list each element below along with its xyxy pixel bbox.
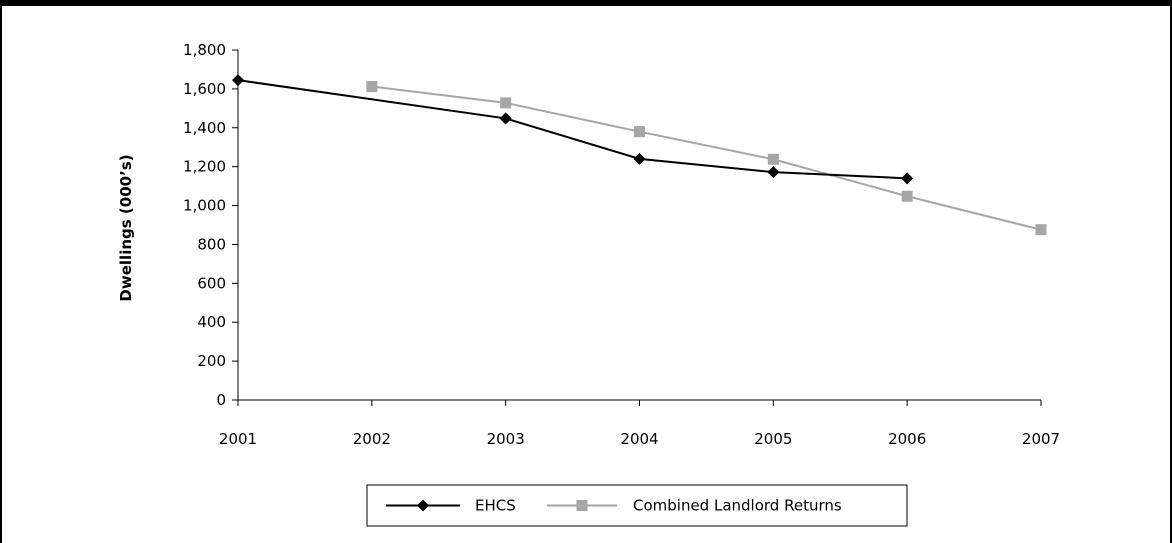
axes: 0 200 400 600 800 1,000 1,200 1,400 1,600 1,800 20…	[183, 41, 1060, 448]
legend-label-combined-landlord-returns: Combined Landlord Returns	[633, 497, 842, 515]
data-point-combined-landlord-returns	[366, 81, 378, 93]
y-tick-label: 1,200	[183, 158, 226, 176]
data-point-combined-landlord-returns	[767, 153, 779, 165]
y-tick-label: 200	[197, 352, 226, 370]
series-line-ehcs	[237, 79, 908, 180]
y-tick-label: 400	[197, 313, 226, 331]
data-point-ehcs	[499, 112, 512, 125]
y-tick-label: 1,400	[183, 119, 226, 137]
data-point-ehcs	[232, 74, 244, 87]
data-point-combined-landlord-returns	[634, 126, 645, 138]
x-tick-label: 2004	[620, 430, 658, 448]
y-tick-label: 0	[216, 391, 226, 409]
y-axis-title: Dwellings (000’s)	[117, 154, 135, 301]
legend-marker-combined-landlord-returns	[576, 500, 588, 511]
data-point-ehcs	[633, 152, 646, 165]
y-axis-title-group: Dwellings (000’s)	[117, 154, 135, 301]
legend-label-ehcs: EHCS	[475, 497, 516, 515]
data-point-combined-landlord-returns	[901, 190, 913, 202]
x-tick-label: 2006	[888, 430, 926, 448]
y-tick-label: 800	[197, 235, 226, 253]
data-point-combined-landlord-returns	[1035, 224, 1047, 236]
x-tick-label: 2001	[219, 430, 257, 448]
x-tick-label: 2007	[1022, 430, 1060, 448]
data-point-combined-landlord-returns	[500, 97, 512, 109]
y-tick-label: 1,600	[183, 80, 226, 98]
data-point-ehcs	[767, 166, 780, 179]
x-tick-label: 2005	[754, 430, 792, 448]
series-layer	[232, 74, 1047, 236]
legend-marker-ehcs	[417, 499, 429, 512]
y-tick-label: 1,000	[183, 197, 226, 215]
y-tick-label: 1,800	[183, 41, 226, 59]
legend: EHCS Combined Landlord Returns	[366, 484, 908, 527]
x-tick-label: 2002	[353, 430, 391, 448]
x-tick-label: 2003	[487, 430, 525, 448]
series-line-combined-landlord-returns	[371, 85, 1042, 231]
series-combined-landlord-returns	[366, 81, 1047, 236]
data-point-ehcs	[901, 172, 914, 185]
series-ehcs	[232, 74, 914, 185]
y-tick-label: 600	[197, 274, 226, 292]
